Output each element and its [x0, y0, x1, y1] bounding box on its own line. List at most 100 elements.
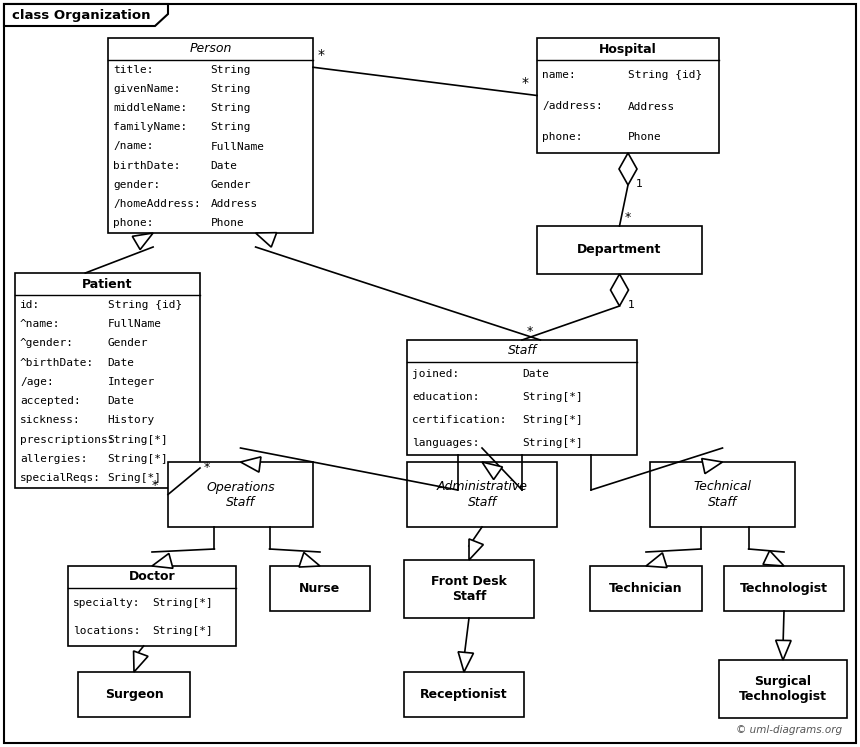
Bar	[108, 38, 313, 233]
Text: String {id}: String {id}	[108, 300, 181, 310]
Polygon shape	[702, 459, 722, 474]
Text: Phone: Phone	[211, 218, 244, 229]
Text: History: History	[108, 415, 155, 426]
Text: /age:: /age:	[20, 376, 53, 387]
Text: String[*]: String[*]	[152, 627, 212, 636]
Text: String[*]: String[*]	[152, 598, 212, 607]
Text: /name:: /name:	[113, 141, 153, 152]
Text: String: String	[211, 84, 251, 94]
Text: middleName:: middleName:	[113, 103, 187, 113]
Bar	[650, 462, 795, 527]
Text: Staff: Staff	[507, 344, 537, 358]
Text: Technologist: Technologist	[740, 582, 828, 595]
Text: phone:: phone:	[113, 218, 153, 229]
Polygon shape	[776, 640, 791, 660]
Text: certification:: certification:	[412, 415, 507, 425]
Text: title:: title:	[113, 64, 153, 75]
Polygon shape	[255, 232, 277, 247]
Bar	[78, 672, 190, 717]
Bar	[270, 566, 370, 611]
Polygon shape	[619, 153, 637, 185]
Text: *: *	[204, 461, 210, 474]
Text: 1: 1	[636, 179, 643, 189]
Text: String[*]: String[*]	[522, 438, 583, 448]
Text: id:: id:	[20, 300, 40, 310]
Bar	[537, 38, 719, 153]
Text: Patient: Patient	[83, 277, 132, 291]
Text: prescriptions:: prescriptions:	[20, 435, 114, 444]
Text: familyName:: familyName:	[113, 123, 187, 132]
Text: Gender: Gender	[108, 338, 148, 348]
Polygon shape	[482, 462, 502, 480]
Text: ^birthDate:: ^birthDate:	[20, 358, 95, 368]
Text: givenName:: givenName:	[113, 84, 181, 94]
Text: Surgical
Technologist: Surgical Technologist	[739, 675, 827, 703]
Text: *: *	[522, 76, 529, 90]
Text: Date: Date	[108, 396, 134, 406]
Text: *: *	[624, 211, 630, 224]
Text: *: *	[318, 49, 325, 62]
Text: Address: Address	[211, 199, 258, 209]
Text: Phone: Phone	[628, 132, 661, 143]
Text: Operations
Staff: Operations Staff	[206, 480, 275, 509]
Text: Sring[*]: Sring[*]	[108, 474, 162, 483]
Polygon shape	[646, 553, 667, 568]
Text: education:: education:	[412, 392, 480, 402]
Bar	[15, 273, 200, 488]
Text: String {id}: String {id}	[628, 70, 703, 81]
Text: allergies:: allergies:	[20, 454, 88, 464]
Polygon shape	[763, 551, 784, 566]
Text: locations:: locations:	[73, 627, 140, 636]
Bar	[168, 462, 313, 527]
Text: Date: Date	[108, 358, 134, 368]
Text: sickness:: sickness:	[20, 415, 81, 426]
Text: *: *	[527, 325, 533, 338]
Polygon shape	[611, 274, 629, 306]
Text: accepted:: accepted:	[20, 396, 81, 406]
Text: © uml-diagrams.org: © uml-diagrams.org	[736, 725, 842, 735]
Text: joined:: joined:	[412, 368, 459, 379]
Text: birthDate:: birthDate:	[113, 161, 181, 171]
Bar	[719, 660, 847, 718]
Polygon shape	[458, 652, 474, 672]
Text: Nurse: Nurse	[299, 582, 341, 595]
Text: Doctor: Doctor	[129, 571, 175, 583]
Text: name:: name:	[542, 70, 575, 81]
Text: Technical
Staff: Technical Staff	[693, 480, 752, 509]
Text: String[*]: String[*]	[522, 392, 583, 402]
Text: Address: Address	[628, 102, 675, 111]
Text: FullName: FullName	[211, 141, 265, 152]
Text: Date: Date	[522, 368, 549, 379]
Text: Integer: Integer	[108, 376, 155, 387]
Bar	[404, 672, 524, 717]
Bar	[537, 226, 702, 274]
Text: String: String	[211, 123, 251, 132]
Polygon shape	[4, 4, 168, 26]
Text: String[*]: String[*]	[108, 454, 169, 464]
Text: /homeAddress:: /homeAddress:	[113, 199, 200, 209]
Text: ^gender:: ^gender:	[20, 338, 74, 348]
Polygon shape	[132, 233, 153, 249]
Text: Department: Department	[577, 244, 661, 256]
Polygon shape	[241, 457, 261, 472]
Text: String[*]: String[*]	[522, 415, 583, 425]
Text: specialReqs:: specialReqs:	[20, 474, 101, 483]
Polygon shape	[469, 539, 483, 560]
Polygon shape	[133, 651, 148, 672]
Text: class Organization: class Organization	[12, 10, 150, 22]
Text: languages:: languages:	[412, 438, 480, 448]
Bar	[407, 462, 557, 527]
Text: Technician: Technician	[609, 582, 683, 595]
Text: Person: Person	[189, 43, 231, 55]
Text: String: String	[211, 103, 251, 113]
Text: Surgeon: Surgeon	[105, 688, 163, 701]
Text: *: *	[151, 480, 158, 492]
Text: specialty:: specialty:	[73, 598, 140, 607]
Bar	[407, 340, 637, 455]
Text: Administrative
Staff: Administrative Staff	[437, 480, 527, 509]
Bar	[404, 560, 534, 618]
Text: ^name:: ^name:	[20, 319, 60, 329]
Text: phone:: phone:	[542, 132, 582, 143]
Text: FullName: FullName	[108, 319, 162, 329]
Polygon shape	[299, 553, 320, 567]
